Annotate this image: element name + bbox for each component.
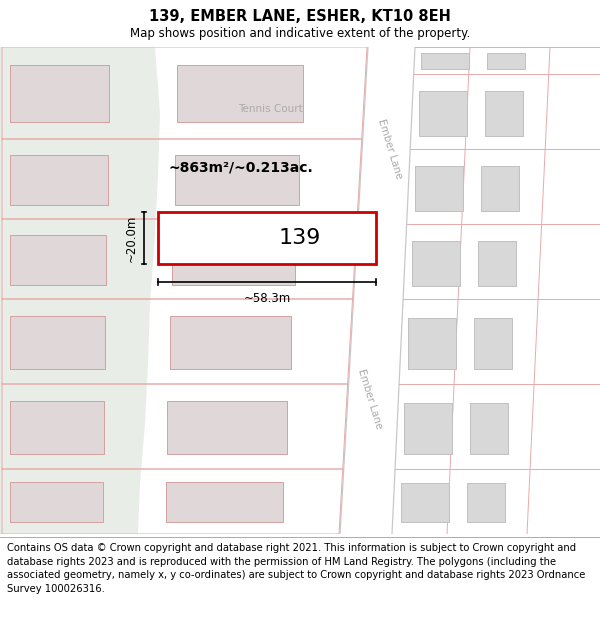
Bar <box>481 166 520 211</box>
Bar <box>401 483 449 522</box>
Bar <box>474 318 512 369</box>
Bar <box>158 212 376 264</box>
Bar <box>470 402 508 454</box>
Bar <box>467 483 505 522</box>
Text: ~863m²/~0.213ac.: ~863m²/~0.213ac. <box>169 160 313 174</box>
Bar <box>478 241 516 286</box>
Bar <box>485 91 523 136</box>
Bar <box>419 91 467 136</box>
Text: 139: 139 <box>278 228 321 248</box>
Bar <box>170 316 291 369</box>
Bar <box>412 241 460 286</box>
Bar <box>167 401 287 454</box>
Bar <box>408 318 456 369</box>
Text: 139, EMBER LANE, ESHER, KT10 8EH: 139, EMBER LANE, ESHER, KT10 8EH <box>149 9 451 24</box>
Polygon shape <box>0 47 160 534</box>
Text: ~20.0m: ~20.0m <box>125 214 138 262</box>
Bar <box>177 66 303 122</box>
Bar <box>10 155 107 204</box>
Text: Ember Lane: Ember Lane <box>356 368 384 430</box>
Bar <box>487 53 526 69</box>
Bar <box>10 316 105 369</box>
Polygon shape <box>340 47 415 534</box>
Text: ~58.3m: ~58.3m <box>244 292 290 305</box>
Text: Ember Lane: Ember Lane <box>376 118 404 180</box>
Bar <box>421 53 469 69</box>
Text: Contains OS data © Crown copyright and database right 2021. This information is : Contains OS data © Crown copyright and d… <box>7 543 586 594</box>
Text: Tennis Court: Tennis Court <box>238 104 302 114</box>
Bar <box>172 235 295 284</box>
Bar <box>175 155 299 204</box>
Bar <box>10 66 109 122</box>
Bar <box>10 482 103 522</box>
Bar <box>415 166 463 211</box>
Bar <box>10 401 104 454</box>
Bar <box>166 482 283 522</box>
Bar <box>404 402 452 454</box>
Text: Map shows position and indicative extent of the property.: Map shows position and indicative extent… <box>130 27 470 40</box>
Bar <box>10 235 106 284</box>
